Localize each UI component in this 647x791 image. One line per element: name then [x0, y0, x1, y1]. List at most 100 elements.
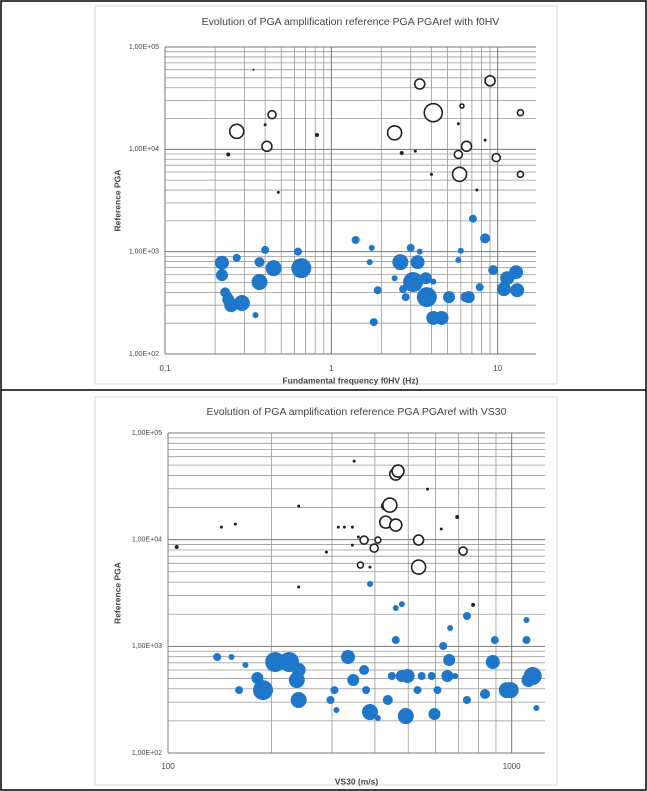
data-point [516, 170, 525, 179]
data-point [392, 254, 409, 271]
data-point [430, 278, 437, 285]
data-point [456, 122, 460, 126]
data-point [475, 283, 484, 292]
data-point [276, 190, 280, 194]
data-point [391, 464, 405, 478]
data-point [333, 707, 340, 714]
data-point [441, 670, 454, 683]
data-point [226, 152, 231, 157]
data-point [428, 708, 441, 721]
data-point [347, 674, 360, 687]
data-point [387, 672, 396, 681]
data-point [373, 286, 382, 295]
x-axis-label: Fundamental frequency f0HV (Hz) [282, 375, 418, 385]
data-point [324, 550, 328, 554]
data-point [352, 459, 356, 463]
data-point [388, 518, 403, 532]
data-point [398, 601, 405, 608]
y-tick-label: 1,00E+04 [129, 146, 159, 153]
data-point [399, 151, 404, 156]
data-point [369, 318, 378, 327]
x-tick-label: 1000 [503, 762, 521, 771]
data-point [228, 123, 245, 140]
data-point [417, 672, 426, 681]
data-point [509, 265, 524, 280]
data-point [261, 245, 270, 254]
data-point [265, 652, 286, 673]
data-point [297, 585, 301, 589]
y-tick-label: 1,00E+03 [129, 249, 159, 256]
data-point [215, 269, 228, 282]
data-point [362, 686, 371, 695]
plot-area [165, 47, 536, 354]
data-point [413, 686, 422, 695]
data-point [290, 691, 307, 708]
data-point [224, 291, 233, 300]
data-point [457, 247, 464, 254]
data-point [475, 188, 479, 192]
data-point [326, 695, 335, 704]
data-point [426, 487, 430, 491]
data-point [382, 694, 393, 705]
data-point [374, 536, 382, 544]
data-point [232, 253, 241, 262]
data-point [350, 543, 354, 547]
data-point [391, 636, 400, 645]
x-tick-label: 0,1 [159, 364, 171, 373]
data-point [462, 612, 471, 621]
data-point [253, 680, 274, 701]
data-point [233, 295, 250, 312]
data-point [522, 636, 531, 645]
data-point [391, 275, 398, 282]
y-tick-label: 1,00E+02 [132, 750, 162, 757]
data-point [397, 708, 414, 725]
data-point [447, 625, 454, 632]
data-point [412, 534, 425, 546]
data-point [293, 247, 302, 256]
data-point [471, 602, 476, 607]
data-point [439, 527, 443, 531]
data-point [434, 310, 449, 325]
data-point [419, 272, 432, 285]
data-point [350, 525, 354, 529]
data-point [369, 543, 379, 553]
data-point [423, 102, 444, 123]
y-tick-label: 1,00E+05 [129, 44, 159, 51]
data-point [330, 686, 339, 695]
plot-area [168, 433, 545, 753]
chart-border [94, 396, 558, 786]
data-point [214, 255, 229, 270]
data-point [439, 642, 448, 651]
data-point [523, 616, 530, 623]
data-point [219, 525, 223, 529]
data-point [386, 125, 403, 141]
data-point [233, 522, 237, 526]
data-point [228, 654, 235, 661]
data-point [254, 257, 265, 268]
data-point [314, 133, 319, 138]
data-point [460, 292, 471, 303]
data-point [251, 274, 268, 291]
data-point [356, 535, 360, 539]
data-point [455, 256, 462, 263]
data-point [480, 233, 491, 244]
data-point [533, 705, 540, 712]
data-point [488, 265, 499, 276]
data-point [359, 535, 369, 545]
data-point [235, 686, 244, 695]
data-point [366, 259, 373, 266]
data-point [496, 282, 511, 297]
data-point [483, 138, 487, 142]
data-point [410, 559, 427, 575]
chart-title: Evolution of PGA amplification reference… [207, 406, 507, 418]
data-point [479, 689, 490, 700]
data-point [341, 650, 356, 665]
data-point [453, 149, 464, 160]
data-point [410, 255, 425, 270]
data-point [252, 68, 255, 71]
data-point [433, 686, 442, 695]
data-point [523, 667, 542, 686]
data-point [297, 504, 301, 508]
